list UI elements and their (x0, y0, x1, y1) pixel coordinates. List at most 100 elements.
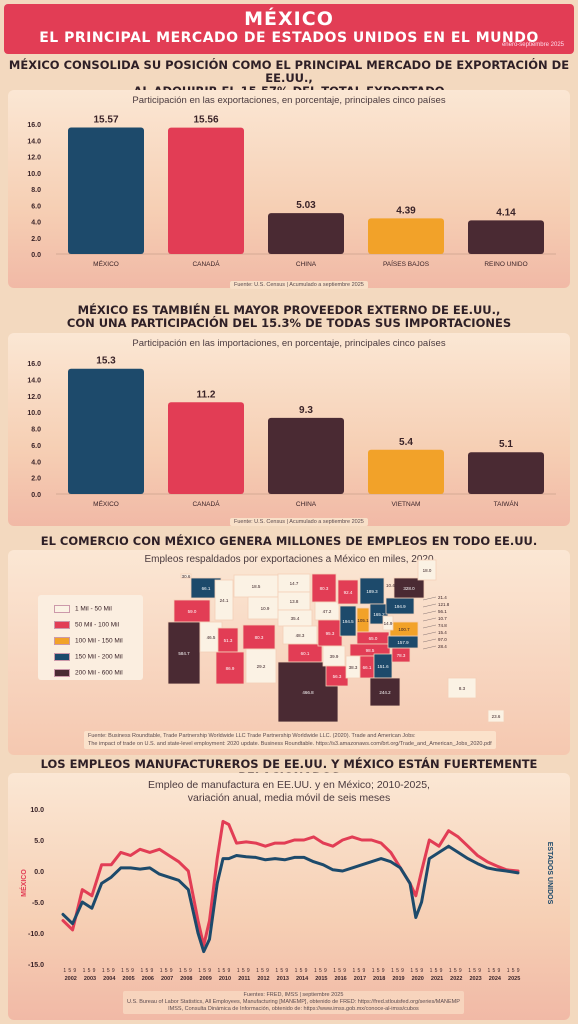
month-tick: 9 (305, 968, 308, 974)
legend-label: 50 Mil - 100 Mil (75, 621, 120, 629)
map-subtitle: Empleos respaldados por exportaciones a … (144, 554, 434, 565)
month-tick: 5 (203, 968, 206, 974)
bar (68, 368, 144, 494)
year-tick-label: 2004 (103, 976, 116, 982)
month-tick: 9 (112, 968, 115, 974)
state-mn (311, 573, 337, 603)
category-label: PAÍSES BAJOS (383, 259, 430, 268)
month-tick: 9 (189, 968, 192, 974)
month-tick: 5 (319, 968, 322, 974)
callout-label: 15.4 (438, 630, 447, 635)
month-tick: 9 (401, 968, 404, 974)
month-tick: 1 (256, 968, 259, 974)
y-tick-label: 6.0 (31, 203, 41, 210)
manufacturing-subtitle-line2: variación anual, media móvil de seis mes… (187, 792, 391, 804)
legend-swatch (54, 653, 70, 661)
series-line-mexico (61, 819, 520, 947)
bar-value-label: 15.57 (93, 114, 118, 125)
callout-label: 74.8 (438, 623, 447, 628)
state-value-label: 18.0 (423, 568, 432, 573)
map-source-line2: The impact of trade on U.S. and state-le… (88, 741, 492, 747)
y-tick-label: 16.0 (27, 122, 41, 129)
year-tick-label: 2024 (489, 976, 502, 982)
year-tick-label: 2021 (431, 976, 443, 982)
year-tick-label: 2012 (257, 976, 269, 982)
y-tick-label: 2.0 (31, 476, 41, 483)
manufacturing-source-line2: U.S. Bureau of Labor Statistics, All Emp… (127, 999, 460, 1005)
year-tick-label: 2003 (84, 976, 96, 982)
state-wv (382, 615, 394, 631)
bar-value-label: 11.2 (197, 389, 216, 400)
map-title: EL COMERCIO CON MÉXICO GENERA MILLONES D… (40, 534, 538, 548)
exports-chart-subtitle: Participación en las exportaciones, en p… (132, 95, 446, 106)
state-value-label: 38.3 (349, 665, 358, 670)
year-tick-label: 2007 (161, 976, 173, 982)
left-axis-series-label: MÉXICO (19, 869, 28, 897)
callout-label: 28.4 (438, 644, 447, 649)
month-tick: 5 (338, 968, 341, 974)
state-value-label: 59.0 (188, 609, 197, 614)
bar-value-label: 5.1 (499, 439, 513, 450)
month-tick: 1 (353, 968, 356, 974)
year-tick-label: 2025 (508, 976, 520, 982)
y-tick-label: 14.0 (27, 138, 41, 145)
state-value-label: 328.0 (403, 586, 415, 591)
state-value-label: 48.3 (296, 633, 305, 638)
month-tick: 1 (140, 968, 143, 974)
month-tick: 1 (218, 968, 221, 974)
year-tick-label: 2015 (315, 976, 327, 982)
manufacturing-panel: Empleo de manufactura en EE.UU. y en Méx… (8, 773, 570, 1020)
state-value-label: 86.9 (226, 666, 235, 671)
state-value-label: 584.7 (178, 651, 190, 656)
legend-item: 100 Mil - 150 Mil (54, 637, 123, 645)
month-tick: 5 (145, 968, 148, 974)
bar-value-label: 9.3 (299, 405, 313, 416)
state-fl (369, 677, 401, 707)
callout-line (422, 638, 437, 643)
callout-label: 10.4 (386, 583, 395, 588)
page-header: MÉXICO EL PRINCIPAL MERCADO DE ESTADOS U… (4, 4, 574, 54)
month-tick: 1 (160, 968, 163, 974)
manufacturing-subtitle: Empleo de manufactura en EE.UU. y en Méx… (8, 779, 570, 805)
y-tick-label: 12.0 (27, 155, 41, 162)
bar-value-label: 4.39 (396, 205, 416, 216)
year-tick-label: 2006 (142, 976, 154, 982)
state-ny (393, 577, 425, 599)
legend-swatch (54, 669, 70, 677)
y-tick-label: -15.0 (28, 962, 44, 969)
legend-swatch (54, 637, 70, 645)
year-tick-label: 2023 (469, 976, 481, 982)
state-value-label: 56.3 (333, 674, 342, 679)
legend-label: 100 Mil - 150 Mil (75, 637, 123, 645)
imports-bar-chart: 0.0 2.0 4.0 6.0 8.0 10.0 12.0 14.0 16.0 15.3 MÉXIC… (27, 356, 556, 508)
month-tick: 5 (68, 968, 71, 974)
bar-value-label: 5.03 (296, 200, 316, 211)
month-tick: 5 (126, 968, 129, 974)
state-nm (245, 648, 277, 684)
state-value-label: 66.1 (363, 665, 372, 670)
state-value-label: 98.5 (366, 648, 375, 653)
state-value-label: 30.6 (182, 574, 191, 579)
year-tick-label: 2014 (296, 976, 309, 982)
callout-line (422, 624, 437, 629)
state-value-label: 60.1 (301, 651, 310, 656)
page-subtitle: EL PRINCIPAL MERCADO DE ESTADOS UNIDOS E… (39, 30, 539, 46)
legend-swatch (54, 621, 70, 629)
series-line-usa (61, 844, 520, 954)
month-tick: 5 (107, 968, 110, 974)
month-tick: 9 (131, 968, 134, 974)
manufacturing-subtitle-line1: Empleo de manufactura en EE.UU. y en Méx… (148, 779, 430, 791)
state-value-label: 466.8 (302, 690, 314, 695)
state-value-label: 14.7 (290, 581, 299, 586)
year-tick-label: 2010 (219, 976, 231, 982)
month-tick: 1 (121, 968, 124, 974)
page-title: MÉXICO (244, 8, 334, 30)
bar (368, 218, 444, 254)
callout-label: 21.4 (438, 595, 447, 600)
manufacturing-source: Fuentes: FRED, IMSS | septiembre 2025 U.… (123, 991, 464, 1014)
month-tick: 1 (275, 968, 278, 974)
bar-value-label: 15.3 (96, 356, 116, 367)
y-tick-label: 2.0 (31, 236, 41, 243)
state-az (215, 651, 245, 685)
